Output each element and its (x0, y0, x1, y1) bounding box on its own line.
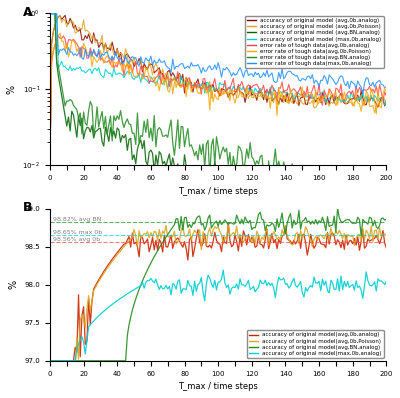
Text: B: B (23, 201, 32, 214)
Legend: accuracy of original model(avg,0b,analog), accuracy of original model(avg,0b,Poi: accuracy of original model(avg,0b,analog… (247, 330, 384, 358)
Text: 98.56% avg 0b: 98.56% avg 0b (53, 237, 100, 242)
X-axis label: T_max / time steps: T_max / time steps (178, 382, 258, 391)
Y-axis label: %: % (9, 280, 19, 289)
Text: 98.65% max 0b: 98.65% max 0b (53, 230, 102, 235)
Legend: accuracy of original model (avg,0b,analog), accuracy of original model (avg,0b,P: accuracy of original model (avg,0b,analo… (245, 16, 384, 68)
Text: A: A (23, 6, 33, 19)
Y-axis label: %: % (7, 85, 17, 94)
Text: 98.82% avg BN: 98.82% avg BN (53, 217, 102, 222)
X-axis label: T_max / time steps: T_max / time steps (178, 187, 258, 195)
